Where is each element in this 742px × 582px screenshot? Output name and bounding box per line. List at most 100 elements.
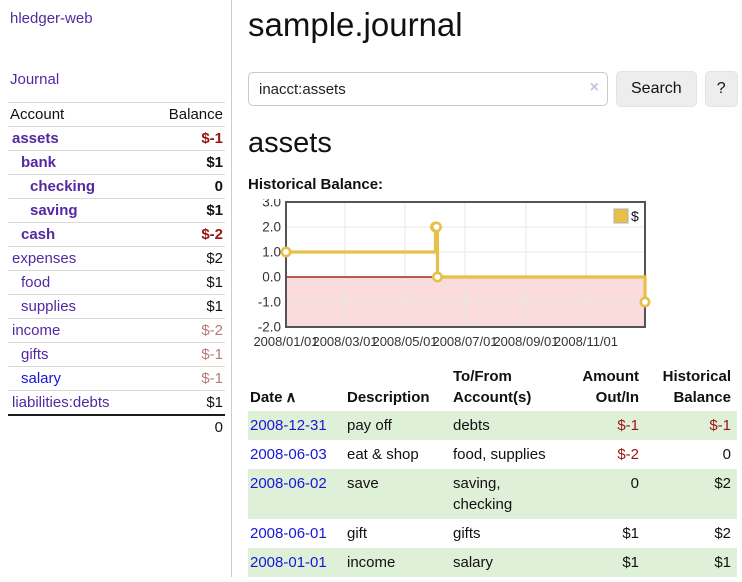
transactions-header-row: Date ∧ Description To/From Account(s) Amo… — [248, 363, 737, 411]
txn-description-cell: income — [347, 554, 396, 571]
account-row: supplies $1 — [8, 294, 225, 319]
account-link[interactable]: bank — [21, 154, 57, 171]
legend-label: $ — [631, 208, 639, 224]
series-markers — [280, 221, 651, 308]
accounts-total-spacer — [8, 415, 147, 439]
search-input-wrap: × — [248, 72, 608, 106]
account-heading: assets — [248, 127, 332, 159]
txn-description-cell: save — [347, 475, 379, 492]
account-balance: $-1 — [201, 370, 223, 387]
txn-header-accounts: To/From Account(s) — [453, 368, 532, 406]
accounts-total-value: 0 — [214, 419, 223, 436]
svg-text:0.0: 0.0 — [262, 270, 281, 285]
txn-date-link[interactable]: 2008-06-01 — [250, 525, 327, 542]
account-balance: $1 — [206, 298, 223, 315]
account-balance: $1 — [206, 202, 223, 219]
txn-date-cell: 2008-06-01 — [248, 519, 345, 548]
txn-header-balance: Historical Balance — [662, 368, 731, 406]
accounts-table-body: assets $-1 bank $1 checking 0 saving $1 cash $-2 e… — [8, 126, 225, 416]
x-axis-labels: 2008/01/012008/03/012008/05/012008/07/01… — [253, 334, 618, 349]
txn-amount-cell: $1 — [622, 554, 639, 571]
account-row: bank $1 — [8, 150, 225, 175]
account-link[interactable]: assets — [12, 130, 59, 147]
account-link[interactable]: saving — [30, 202, 78, 219]
txn-accounts-cell: salary — [453, 554, 494, 571]
account-link[interactable]: expenses — [12, 250, 77, 267]
svg-text:1.0: 1.0 — [262, 245, 281, 260]
account-link[interactable]: gifts — [21, 346, 49, 363]
txn-date-cell: 2008-12-31 — [248, 411, 345, 440]
search-input[interactable] — [248, 72, 608, 106]
account-balance: $2 — [206, 250, 223, 267]
account-balance: 0 — [214, 178, 223, 195]
account-row: expenses $2 — [8, 246, 225, 271]
transactions-table: Date ∧ Description To/From Account(s) Amo… — [248, 363, 737, 577]
txn-date-link[interactable]: 2008-12-31 — [250, 417, 327, 434]
sidebar-item-journal[interactable]: Journal — [10, 71, 60, 88]
sidebar: hledger-web Journal Account Balance asse… — [0, 0, 232, 577]
txn-header-amount: Amount Out/In — [582, 368, 639, 406]
main-content: sample.journal × Search ? assets Histori… — [232, 0, 742, 577]
svg-text:2008/03/01: 2008/03/01 — [312, 334, 377, 349]
svg-text:-1.0: -1.0 — [258, 295, 281, 310]
txn-accounts-cell: debts — [453, 417, 490, 434]
svg-text:2008/01/01: 2008/01/01 — [253, 334, 318, 349]
txn-balance-cell: $-1 — [709, 417, 731, 434]
sort-ascending-icon: ∧ — [285, 389, 297, 406]
txn-balance-cell: 0 — [722, 446, 731, 463]
txn-date-cell: 2008-01-01 — [248, 548, 345, 577]
txn-date-cell: 2008-06-02 — [248, 469, 345, 519]
account-link[interactable]: cash — [21, 226, 56, 243]
account-row: checking 0 — [8, 174, 225, 199]
account-link[interactable]: supplies — [21, 298, 77, 315]
account-row: assets $-1 — [8, 126, 225, 151]
txn-date-link[interactable]: 2008-01-01 — [250, 554, 327, 571]
txn-accounts-cell: gifts — [453, 525, 481, 542]
account-link[interactable]: food — [21, 274, 51, 291]
accounts-total-row: 0 — [8, 415, 225, 439]
account-balance: $-1 — [201, 130, 223, 147]
transaction-row: 2008-06-03 eat & shop food, supplies $-2 0 — [248, 440, 737, 469]
txn-accounts-cell: saving, checking — [453, 475, 513, 513]
account-balance: $1 — [206, 154, 223, 171]
account-link[interactable]: checking — [30, 178, 96, 195]
transaction-row: 2008-06-01 gift gifts $1 $2 — [248, 519, 737, 548]
search-form: × Search ? — [248, 71, 742, 107]
txn-date-link[interactable]: 2008-06-02 — [250, 475, 327, 492]
txn-accounts-cell: food, supplies — [453, 446, 546, 463]
app-title-link[interactable]: hledger-web — [10, 10, 93, 27]
svg-text:2008/05/01: 2008/05/01 — [372, 334, 437, 349]
page-title: sample.journal — [248, 6, 463, 43]
account-link[interactable]: salary — [21, 370, 62, 387]
transaction-row: 2008-06-02 save saving, checking 0 $2 — [248, 469, 737, 519]
txn-description-cell: gift — [347, 525, 368, 542]
txn-balance-cell: $2 — [714, 475, 731, 492]
account-link[interactable]: liabilities:debts — [12, 394, 110, 411]
clear-search-icon[interactable]: × — [589, 79, 599, 96]
transactions-table-body: 2008-12-31 pay off debts $-1 $-1 2008-06-03 ea… — [248, 411, 737, 577]
txn-header-date[interactable]: Date ∧ — [250, 389, 297, 406]
svg-text:2008/07/01: 2008/07/01 — [432, 334, 497, 349]
accounts-table: Account Balance assets $-1 bank $1 checking 0… — [8, 102, 225, 439]
accounts-header-account: Account — [10, 106, 65, 123]
account-balance: $-2 — [201, 226, 223, 243]
svg-text:2.0: 2.0 — [262, 220, 281, 235]
help-button[interactable]: ? — [704, 71, 738, 107]
account-row: liabilities:debts $1 — [8, 390, 225, 416]
account-row: food $1 — [8, 270, 225, 295]
account-balance: $1 — [206, 394, 223, 411]
svg-text:3.0: 3.0 — [262, 199, 281, 210]
account-link[interactable]: income — [12, 322, 61, 339]
txn-date-link[interactable]: 2008-06-03 — [250, 446, 327, 463]
account-row: cash $-2 — [8, 222, 225, 247]
plot-border — [285, 201, 646, 328]
txn-balance-cell: $2 — [714, 525, 731, 542]
txn-balance-cell: $1 — [714, 554, 731, 571]
search-button[interactable]: Search — [616, 71, 697, 107]
chart-svg: 3.0 2.0 1.0 0.0 -1.0 -2.02008/01/012008/03/01… — [253, 195, 651, 349]
transaction-row: 2008-12-31 pay off debts $-1 $-1 — [248, 411, 737, 440]
transaction-row: 2008-01-01 income salary $1 $1 — [248, 548, 737, 577]
svg-text:-2.0: -2.0 — [258, 320, 281, 335]
svg-text:2008/11/01: 2008/11/01 — [554, 334, 618, 349]
